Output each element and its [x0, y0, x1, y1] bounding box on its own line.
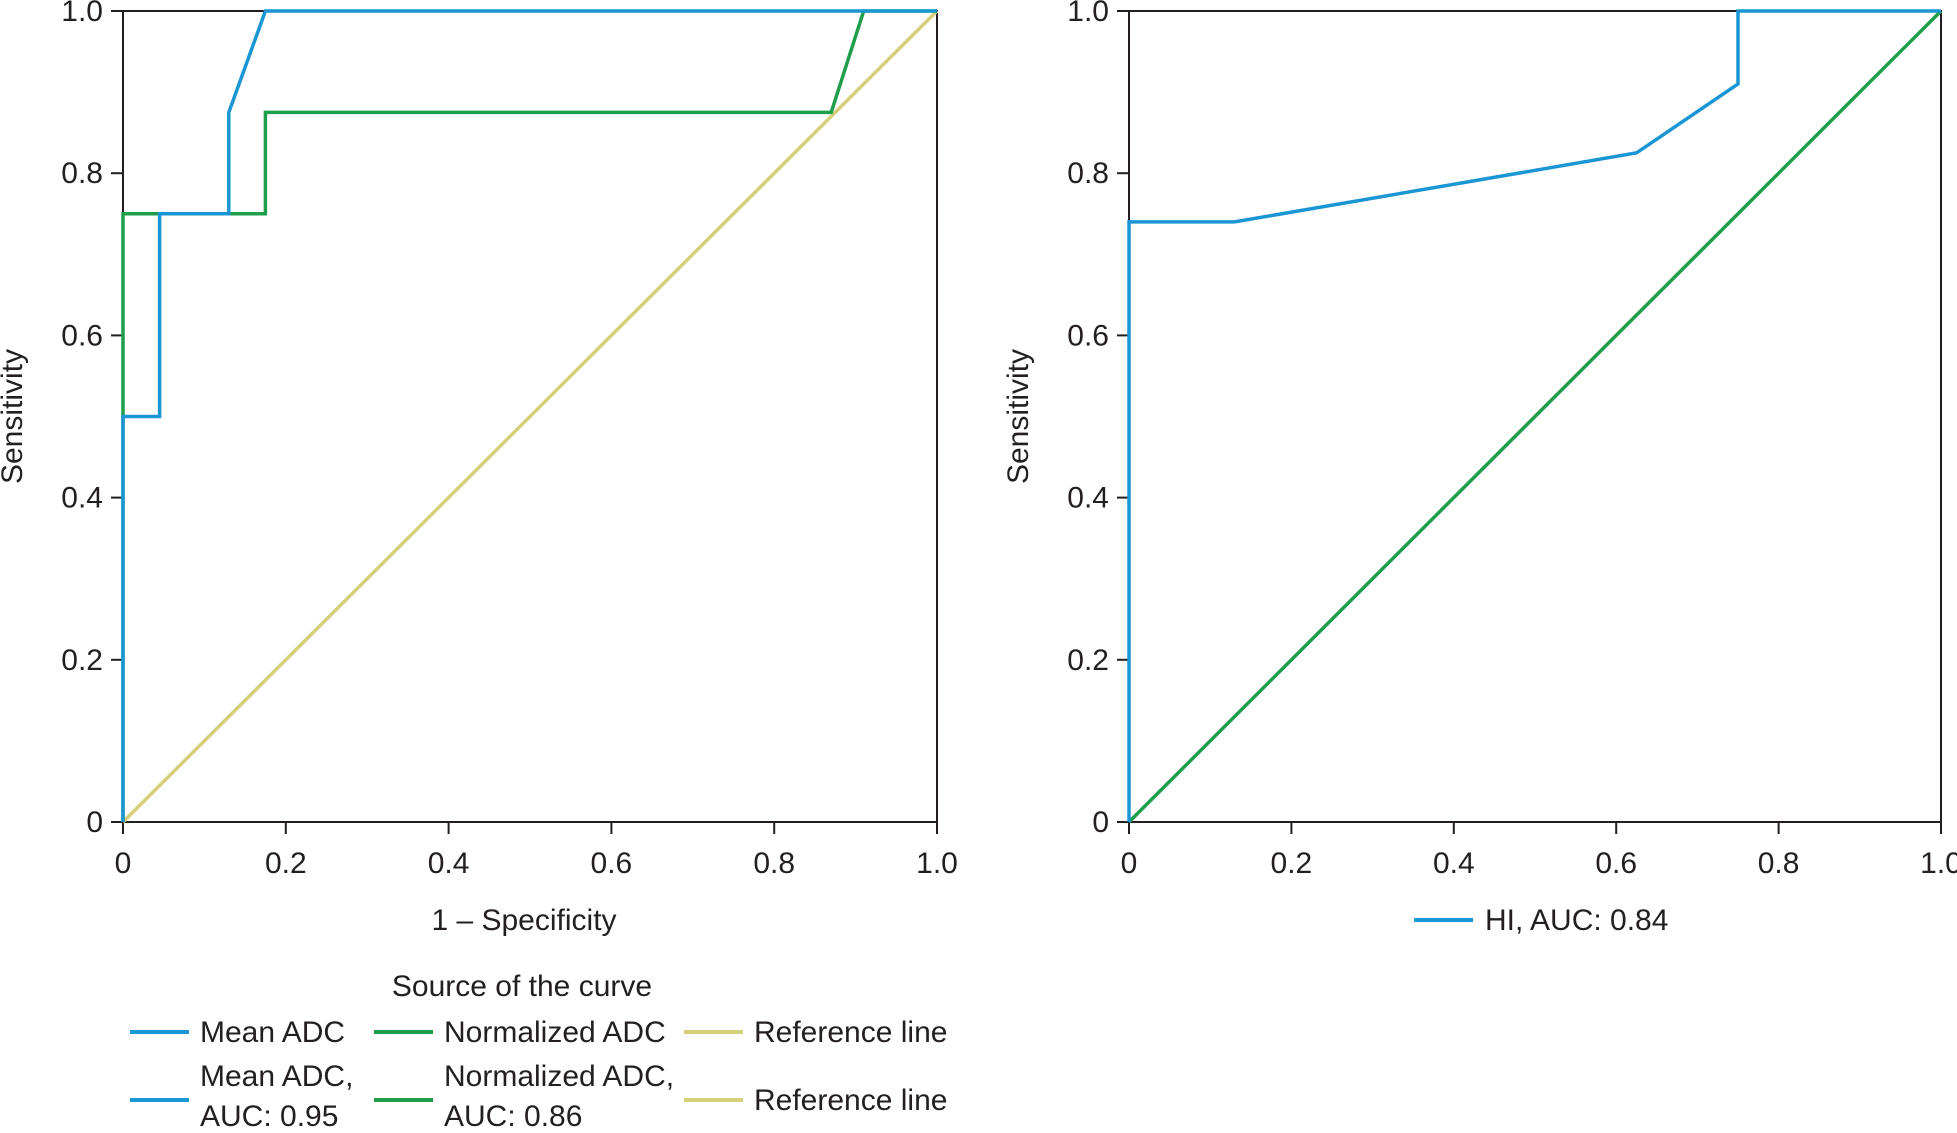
y-tick-label: 0	[86, 806, 103, 839]
right-legend: HI, AUC: 0.84	[1414, 904, 1668, 937]
legend-label-mean-adc: Mean ADC	[200, 1016, 345, 1049]
left-roc-chart: 0 0.2 0.4 0.6 0.8 1.0 0 0.2 0.4 0.6 0.8 1.0 Sensitiv…	[0, 0, 958, 937]
y-tick-label: 0.4	[61, 482, 103, 515]
x-tick-label: 1.0	[916, 847, 958, 880]
legend-label-normalized-adc: Normalized ADC	[444, 1016, 666, 1049]
y-tick-label: 0.6	[1067, 319, 1109, 352]
y-tick-label: 0.6	[61, 319, 103, 352]
series-line-hi-auc-0-84	[1127, 9, 1941, 822]
legend-title: Source of the curve	[392, 970, 652, 1003]
diagonal-line	[1127, 9, 1943, 824]
legend-label-normalized-adc-auc-0-86: Normalized ADC, AUC: 0.86	[444, 1060, 674, 1133]
x-tick-label: 0.2	[1271, 847, 1313, 880]
y-axis-title: Sensitivity	[1002, 349, 1035, 484]
y-tick-label: 0.8	[1067, 157, 1109, 190]
x-tick-label: 0.8	[753, 847, 795, 880]
x-tick-label: 0.4	[1433, 847, 1475, 880]
left-legend: Source of the curve Mean ADC Normalized AD…	[130, 970, 947, 1133]
y-tick-label: 1.0	[1067, 0, 1109, 28]
y-tick-label: 1.0	[61, 0, 103, 28]
x-tick-label: 0.4	[428, 847, 470, 880]
x-tick-label: 0.2	[265, 847, 307, 880]
x-tick-label: 0.6	[591, 847, 633, 880]
right-roc-chart: 0 0.2 0.4 0.6 0.8 1.0 0 0.2 0.4 0.6 0.8 1.0 Sensitiv…	[1002, 0, 1957, 880]
y-tick-label: 0	[1092, 806, 1109, 839]
y-axis-title: Sensitivity	[0, 349, 29, 484]
x-tick-label: 0	[1121, 847, 1138, 880]
series-line-mean-adc	[121, 9, 937, 822]
y-tick-label: 0.4	[1067, 482, 1109, 515]
legend-label-hi-auc: HI, AUC: 0.84	[1485, 904, 1668, 937]
legend-label-mean-adc-auc-0-95: Mean ADC, AUC: 0.95	[200, 1060, 353, 1133]
legend-label-reference-line: Reference line	[754, 1084, 947, 1117]
series-line-reference-line	[121, 9, 939, 824]
x-tick-label: 0	[115, 847, 132, 880]
y-tick-label: 0.2	[1067, 644, 1109, 677]
y-tick-label: 0.2	[61, 644, 103, 677]
x-tick-label: 1.0	[1920, 847, 1957, 880]
y-tick-label: 0.8	[61, 157, 103, 190]
x-tick-label: 0.6	[1595, 847, 1637, 880]
x-tick-label: 0.8	[1758, 847, 1800, 880]
x-axis-title: 1 – Specificity	[431, 904, 616, 937]
legend-label-reference-line: Reference line	[754, 1016, 947, 1049]
